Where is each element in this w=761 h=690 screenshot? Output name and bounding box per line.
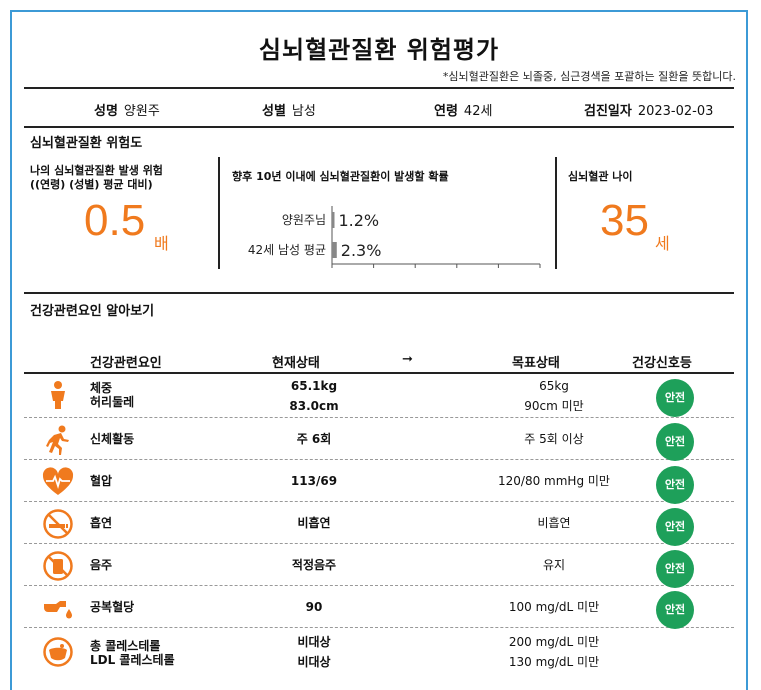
body-icon [51,381,65,409]
header-arrow: ➞ [402,352,413,367]
factor-name-2: 허리둘레 [90,395,135,409]
factor-name: 음주 [90,558,113,572]
factor-name: 공복혈당 [90,600,135,614]
current-value: 90 [305,600,323,614]
current-value: 적정음주 [291,558,337,572]
target-value: 65kg [539,379,569,393]
probability-label: 향후 10년 이내에 심뇌혈관질환이 발생할 확률 [232,170,449,183]
target-value: 100 mg/dL 미만 [508,600,600,614]
date-info: 검진일자 2023-02-03 [584,104,714,119]
running-icon [46,425,69,455]
safe-badge: 안전 [656,423,694,461]
table-rule [24,372,734,374]
x-tick-label: 40 [408,270,422,272]
no-drinking-icon [43,551,73,581]
target-value-2: 130 mg/dL 미만 [508,655,600,669]
header-signal: 건강신호등 [632,356,692,371]
age-info: 연령 42세 [434,104,493,119]
x-tick-label: 0 [329,270,336,272]
current-value: 비흡연 [297,516,331,530]
sex-info: 성별 남성 [262,104,316,119]
factor-name: 체중 [90,381,113,395]
table-row: 음주 적정음주 유지 안전 [24,545,734,588]
table-row: 혈압 113/69 120/80 mmHg 미만 안전 [24,461,734,504]
factor-name-2: LDL 콜레스테롤 [90,653,175,667]
safe-badge: 안전 [656,508,694,546]
risk-section-title: 심뇌혈관질환 위험도 [30,136,143,151]
relative-risk-label: 나의 심뇌혈관질환 발생 위험 ((연령) (성별) 평균 대비) [30,164,163,191]
factor-name: 총 콜레스테롤 [90,639,161,653]
probability-chart: 0 20 40 60 80 100 양원주님 1.2% 42세 남성 평균 2.3% [248,206,551,272]
no-smoking-icon [43,509,73,539]
heart-age-unit: 세 [655,234,670,253]
relative-risk-value: 0.5 [84,196,146,245]
current-value: 주 6회 [296,432,332,446]
safe-badge: 안전 [656,591,694,629]
header-current: 현재상태 [272,356,320,371]
bar [332,212,335,228]
table-row: 신체활동 주 6회 주 5회 이상 안전 [24,419,734,461]
safe-badge: 안전 [656,466,694,504]
divider [218,157,220,269]
factor-name: 흡연 [90,516,113,530]
current-value-2: 83.0cm [289,399,339,413]
report-page: 심뇌혈관질환 위험평가 *심뇌혈관질환은 뇌졸중, 심근경색을 포괄하는 질환을… [10,10,748,690]
footnote: *심뇌혈관질환은 뇌졸중, 심근경색을 포괄하는 질환을 뜻합니다. [442,70,736,83]
x-tick-label: 80 [491,270,505,272]
safe-badge: 안전 [656,379,694,417]
header-target: 목표상태 [512,356,560,371]
heart-age-value: 35 [600,196,649,245]
divider [555,157,557,269]
target-value-2: 90cm 미만 [524,399,584,413]
patient-info: 성명 양원주 성별 남성 연령 42세 검진일자 2023-02-03 [24,87,734,128]
category-label: 42세 남성 평균 [248,243,326,257]
target-value: 비흡연 [537,516,571,530]
table-row: 흡연 비흡연 비흡연 안전 [24,503,734,546]
target-value: 120/80 mmHg 미만 [498,474,610,488]
value-label: 1.2% [338,211,379,230]
current-value-2: 비대상 [297,655,331,669]
factors-section-title: 건강관련요인 알아보기 [30,304,155,319]
x-tick-label: 100 [530,270,551,272]
table-row: 총 콜레스테롤 LDL 콜레스테롤 비대상 비대상 200 mg/dL 미만 130 … [24,629,734,675]
relative-risk-unit: 배 [154,234,169,253]
category-label: 양원주님 [282,213,326,227]
target-value: 주 5회 이상 [524,432,584,446]
x-tick-label: 60 [450,270,464,272]
current-value: 65.1kg [290,379,338,393]
name-info: 성명 양원주 [94,104,160,119]
factor-name: 혈압 [90,474,113,488]
cholesterol-icon [43,637,73,667]
value-label: 2.3% [341,241,382,260]
target-value: 유지 [542,558,566,572]
current-value: 113/69 [290,474,338,488]
heart-icon [42,467,74,495]
target-value: 200 mg/dL 미만 [508,635,600,649]
current-value: 비대상 [297,635,331,649]
blood-drop-icon [44,601,72,619]
page-title: 심뇌혈관질환 위험평가 [258,36,500,64]
bar [332,242,337,258]
x-tick-label: 20 [367,270,381,272]
section-rule [24,292,734,294]
table-row: 체중 허리둘레 65.1kg 83.0cm 65kg 90cm 미만 안전 [24,374,734,418]
header-factor: 건강관련요인 [90,356,162,371]
factor-name: 신체활동 [90,432,135,446]
table-row: 공복혈당 90 100 mg/dL 미만 안전 [24,587,734,629]
heart-age-label: 심뇌혈관 나이 [568,170,633,183]
safe-badge: 안전 [656,550,694,588]
